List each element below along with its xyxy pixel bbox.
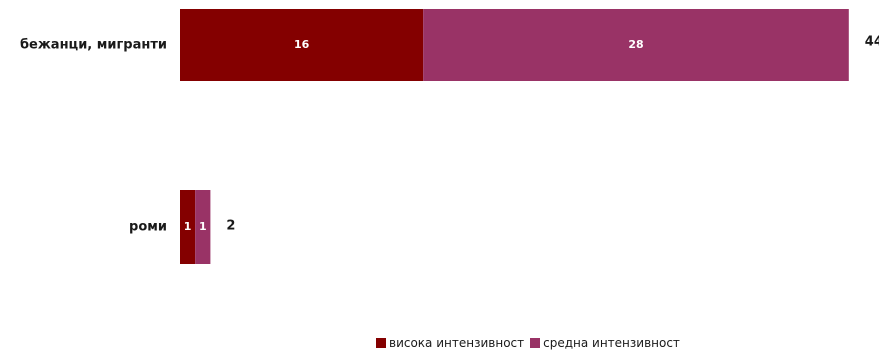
legend-item: средна интензивност xyxy=(530,336,680,350)
bar-segment xyxy=(195,190,211,264)
category-label: бежанци, мигранти xyxy=(20,38,167,53)
category-label: роми xyxy=(129,220,167,235)
chart-legend: висока интензивност средна интензивност xyxy=(376,336,686,350)
bar-segment xyxy=(180,190,196,264)
legend-swatch xyxy=(530,338,541,348)
total-label: 2 xyxy=(226,219,235,234)
data-label: 16 xyxy=(294,38,310,51)
legend-swatch xyxy=(376,338,386,348)
bar-segment xyxy=(423,9,849,81)
legend-label: средна интензивност xyxy=(543,336,680,350)
data-label: 1 xyxy=(184,220,192,233)
total-label: 44 xyxy=(865,35,879,50)
data-label: 28 xyxy=(628,38,643,51)
data-label: 1 xyxy=(199,220,207,233)
legend-label: висока интензивност xyxy=(389,336,525,350)
legend-item: висока интензивност xyxy=(376,336,524,350)
bar-segment xyxy=(180,9,424,81)
